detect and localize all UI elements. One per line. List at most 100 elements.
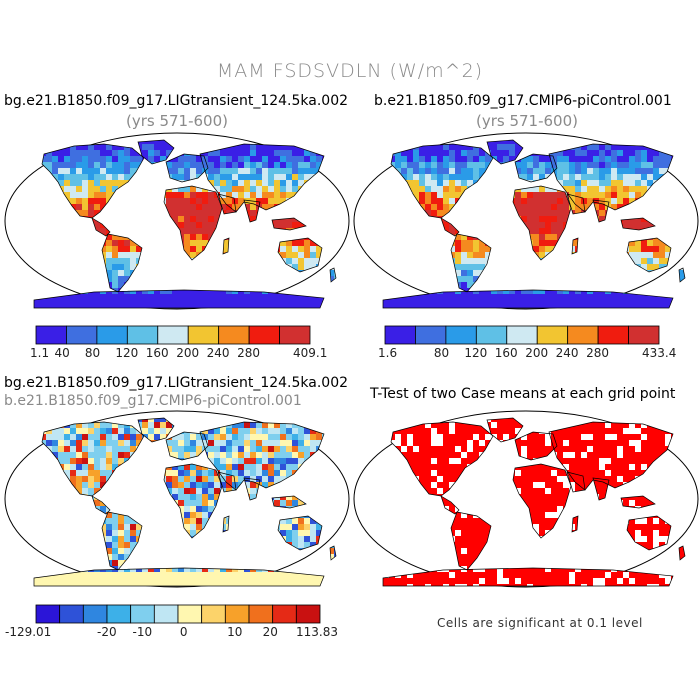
coastline-arabia (566, 193, 586, 215)
coastline-antarctica (33, 567, 325, 587)
coastline-southAmerica (450, 511, 492, 571)
coastline-northAmerica (41, 143, 145, 219)
coastline-africa (512, 185, 572, 261)
coastline-australia (626, 515, 672, 551)
coastline-india (243, 199, 261, 223)
colorbar-3-min-label: -129.01 (5, 625, 52, 639)
colorbar-1-tick-label: 240 (206, 346, 230, 360)
coastline-newZealand (678, 267, 686, 283)
coastline-southAmerica (101, 233, 143, 293)
colorbar-swatch-3 (82, 604, 108, 624)
colorbar-2-max-label: 433.4 (642, 346, 677, 360)
coastline-india (243, 477, 261, 501)
colorbar-swatch-2 (59, 604, 84, 624)
coastline-newZealand (329, 545, 337, 561)
map-panel-1 (4, 132, 350, 310)
coastline-europe (514, 431, 558, 461)
map-panel-2 (353, 132, 699, 310)
coastline-europe (165, 153, 209, 183)
coastline-seAsiaIslands (271, 217, 307, 231)
colorbar-swatch-8 (597, 325, 629, 345)
coastline-greenland (486, 417, 524, 443)
colorbar-swatch-5 (157, 325, 189, 345)
coastline-northAmerica (41, 421, 145, 497)
coastline-greenland (137, 139, 175, 165)
colorbar-swatch-5 (130, 604, 155, 624)
colorbar-1-tick-label: 280 (237, 346, 261, 360)
coastline-africa (512, 463, 572, 539)
colorbar-swatch-4 (126, 325, 159, 345)
coastline-asia (199, 421, 325, 491)
colorbar-swatch-3 (445, 325, 477, 345)
colorbar-2-tick-label: 160 (494, 346, 518, 360)
colorbar-swatch-4 (475, 325, 508, 345)
coastline-arabia (217, 471, 237, 493)
colorbar-swatch-11 (272, 604, 297, 624)
panel2-case-label: b.e21.B1850.f09_g17.CMIP6-piControl.001 (374, 93, 672, 109)
coastline-europe (514, 153, 558, 183)
coastline-australia (626, 237, 672, 273)
coastline-seAsiaIslands (271, 495, 307, 509)
map-panel-3 (4, 410, 350, 588)
panel1-years-label: (yrs 571-600) (125, 112, 228, 130)
colorbar-swatch-1 (35, 325, 67, 345)
colorbar-1-tick-label: 160 (145, 346, 169, 360)
coastline-madagascar (222, 515, 230, 533)
colorbar-swatch-8 (248, 325, 280, 345)
coastline-northAmerica (390, 421, 494, 497)
colorbar-1-min-label: 1.1 (30, 346, 50, 360)
colorbar-swatch-7 (218, 325, 250, 345)
colorbar-swatch-7 (177, 604, 203, 624)
coastline-antarctica (382, 567, 674, 587)
colorbar-swatch-1 (35, 604, 61, 624)
coastline-asia (548, 143, 674, 213)
coastline-africa (163, 463, 223, 539)
colorbar-1-tick-label: 80 (84, 346, 101, 360)
colorbar-3-tick-label: -20 (97, 625, 117, 639)
coastline-madagascar (571, 237, 579, 255)
colorbar-2-tick-label: 200 (525, 346, 549, 360)
colorbar-1-max-label: 409.1 (293, 346, 328, 360)
coastline-antarctica (382, 289, 674, 309)
coastline-arabia (217, 193, 237, 215)
colorbar-swatch-1 (384, 325, 416, 345)
coastline-madagascar (222, 237, 230, 255)
coastline-antarctica (33, 289, 325, 309)
coastline-seAsiaIslands (620, 495, 656, 509)
coastline-australia (277, 237, 323, 273)
coastline-southAmerica (101, 511, 143, 571)
coastline-asia (548, 421, 674, 491)
colorbar-2-tick-label: 120 (464, 346, 488, 360)
colorbar-swatch-6 (536, 325, 569, 345)
coastline-greenland (486, 139, 524, 165)
colorbar-swatch-2 (415, 325, 447, 345)
colorbar-swatch-12 (295, 604, 321, 624)
colorbar-3-tick-label: 10 (227, 625, 243, 639)
colorbar-2-tick-label: 80 (433, 346, 450, 360)
colorbar-swatch-7 (567, 325, 599, 345)
colorbar-3-tick-label: 20 (262, 625, 278, 639)
colorbar-1-tick-label: 200 (176, 346, 200, 360)
colorbar-swatch-9 (279, 325, 311, 345)
coastline-india (592, 477, 610, 501)
colorbar-swatch-6 (153, 604, 179, 624)
colorbar-swatch-5 (506, 325, 538, 345)
coastline-asia (199, 143, 325, 213)
colorbar-swatch-3 (96, 325, 128, 345)
colorbar-1 (35, 325, 311, 345)
panel3-case-a-label: bg.e21.B1850.f09_g17.LIGtransient_124.5k… (4, 375, 349, 391)
colorbar-3-tick-label: 0 (179, 625, 188, 639)
colorbar-swatch-2 (66, 325, 98, 345)
panel3-case-b-label: b.e21.B1850.f09_g17.CMIP6-piControl.001 (4, 393, 302, 409)
colorbar-1-tick-label: 120 (115, 346, 139, 360)
significance-note: Cells are significant at 0.1 level (437, 616, 643, 630)
colorbar-2 (384, 325, 660, 345)
coastline-arabia (566, 471, 586, 493)
panel4-title: T-Test of two Case means at each grid po… (370, 386, 676, 402)
coastline-southAmerica (450, 233, 492, 293)
colorbar-2-tick-label: 240 (555, 346, 579, 360)
colorbar-swatch-6 (187, 325, 220, 345)
colorbar-2-tick-label: 280 (586, 346, 610, 360)
colorbar-3-max-label: 113.83 (296, 625, 338, 639)
colorbar-1-tick-label: 40 (54, 346, 70, 360)
